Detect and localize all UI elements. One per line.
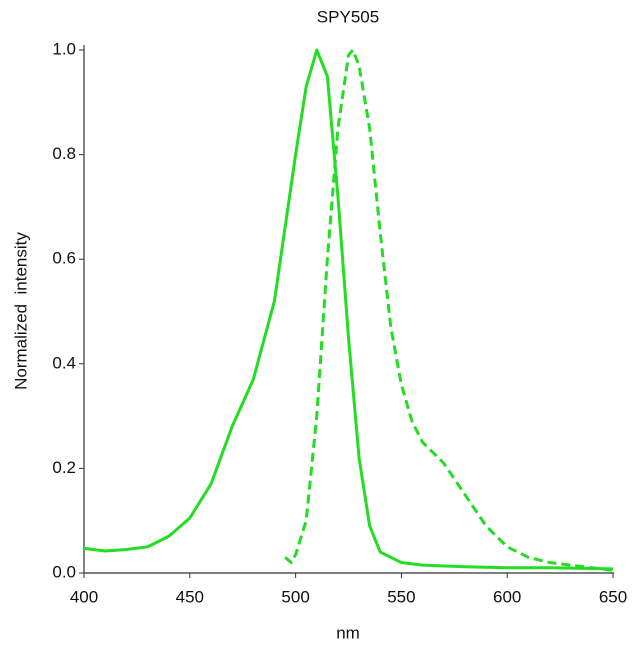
y-tick-label: 0.8 — [52, 144, 76, 163]
chart-title: SPY505 — [317, 7, 379, 26]
x-tick-label: 500 — [281, 587, 309, 606]
x-axis-label: nm — [336, 623, 360, 642]
y-tick-label: 0.6 — [52, 249, 76, 268]
series-line — [83, 48, 614, 571]
x-tick-label: 600 — [493, 587, 521, 606]
y-tick-label: 0.4 — [52, 353, 76, 372]
y-axis-label: Normalized intensity — [11, 232, 30, 390]
y-tick-label: 0.0 — [52, 562, 76, 581]
x-tick-label: 650 — [599, 587, 627, 606]
series-line — [284, 48, 614, 572]
y-tick-label: 1.0 — [52, 39, 76, 58]
x-tick-label: 400 — [70, 587, 98, 606]
y-tick-label: 0.2 — [52, 458, 76, 477]
x-tick-label: 450 — [176, 587, 204, 606]
x-tick-label: 550 — [387, 587, 415, 606]
